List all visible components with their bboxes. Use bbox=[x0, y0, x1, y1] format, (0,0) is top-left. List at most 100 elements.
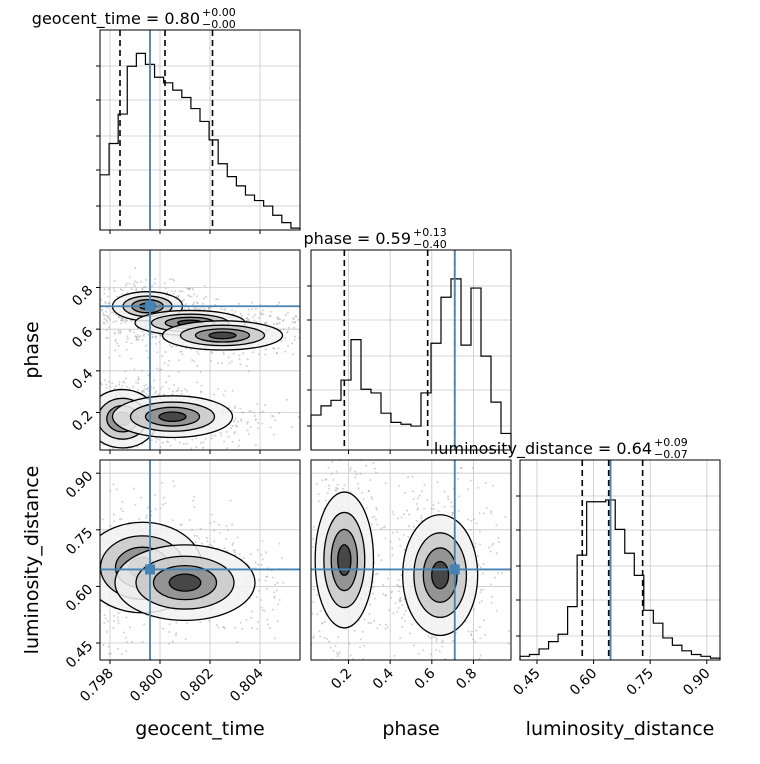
sample-point bbox=[130, 320, 133, 323]
sample-point bbox=[467, 630, 470, 633]
sample-point bbox=[250, 301, 253, 304]
sample-point bbox=[195, 446, 198, 449]
sample-point bbox=[377, 554, 380, 557]
sample-point bbox=[103, 622, 106, 625]
sample-point bbox=[171, 393, 174, 396]
sample-point bbox=[67, 569, 69, 571]
sample-point bbox=[136, 388, 139, 391]
sample-point bbox=[242, 411, 245, 414]
sample-point bbox=[76, 561, 78, 563]
sample-point bbox=[76, 400, 78, 402]
sample-point bbox=[103, 288, 106, 291]
sample-point bbox=[108, 302, 111, 305]
sample-point bbox=[420, 517, 423, 520]
sample-point bbox=[325, 638, 328, 641]
sample-point bbox=[236, 536, 239, 539]
sample-point bbox=[69, 406, 71, 408]
sample-point bbox=[470, 633, 473, 636]
sample-point bbox=[109, 652, 112, 655]
sample-point bbox=[105, 630, 108, 633]
sample-point bbox=[58, 579, 60, 581]
sample-point bbox=[277, 316, 280, 319]
sample-point bbox=[169, 444, 172, 447]
sample-point bbox=[167, 364, 170, 367]
sample-point bbox=[412, 525, 415, 528]
sample-point bbox=[156, 351, 159, 354]
sample-point bbox=[302, 310, 304, 312]
sample-point bbox=[147, 394, 150, 397]
sample-point bbox=[114, 349, 117, 352]
sample-point bbox=[374, 453, 376, 455]
sample-point bbox=[483, 512, 486, 515]
sample-point bbox=[228, 362, 231, 365]
sample-point bbox=[135, 381, 138, 384]
sample-point bbox=[220, 307, 223, 310]
sample-point bbox=[482, 563, 485, 566]
sample-point bbox=[238, 354, 241, 357]
title-plus: +0.09 bbox=[654, 436, 688, 449]
sample-point bbox=[278, 412, 281, 415]
sample-point bbox=[391, 547, 394, 550]
sample-point bbox=[46, 516, 48, 518]
sample-point bbox=[401, 616, 404, 619]
sample-point bbox=[72, 589, 74, 591]
sample-point bbox=[348, 642, 351, 645]
sample-point bbox=[418, 494, 421, 497]
sample-point bbox=[240, 315, 243, 318]
sample-point bbox=[516, 550, 518, 552]
sample-point bbox=[301, 572, 303, 574]
sample-point bbox=[154, 508, 157, 511]
sample-point bbox=[107, 317, 110, 320]
sample-point bbox=[232, 542, 235, 545]
sample-point bbox=[78, 574, 80, 576]
sample-point bbox=[193, 506, 196, 509]
sample-point bbox=[137, 376, 140, 379]
sample-point bbox=[393, 654, 396, 657]
sample-point bbox=[130, 287, 133, 290]
sample-point bbox=[417, 497, 420, 500]
sample-point bbox=[389, 455, 391, 457]
sample-point bbox=[199, 621, 202, 624]
sample-point bbox=[265, 321, 268, 324]
sample-point bbox=[452, 512, 455, 515]
sample-point bbox=[274, 583, 277, 586]
sample-point bbox=[105, 386, 108, 389]
sample-point bbox=[328, 314, 330, 316]
sample-point bbox=[246, 429, 249, 432]
sample-point bbox=[332, 649, 335, 652]
sample-point bbox=[96, 394, 98, 396]
sample-point bbox=[332, 478, 335, 481]
sample-point bbox=[435, 648, 438, 651]
sample-point bbox=[263, 609, 266, 612]
y-axis-label-luminosity-distance: luminosity_distance bbox=[21, 466, 43, 655]
sample-point bbox=[303, 455, 305, 457]
sample-point bbox=[173, 383, 176, 386]
sample-point bbox=[293, 321, 296, 324]
sample-point bbox=[140, 496, 143, 499]
sample-point bbox=[312, 525, 315, 528]
sample-point bbox=[307, 452, 309, 454]
sample-point bbox=[412, 498, 415, 501]
sample-point bbox=[235, 424, 238, 427]
sample-point bbox=[188, 287, 191, 290]
sample-point bbox=[478, 530, 481, 533]
sample-point bbox=[490, 601, 493, 604]
sample-point bbox=[53, 542, 55, 544]
sample-point bbox=[493, 576, 496, 579]
sample-point bbox=[203, 308, 206, 311]
sample-point bbox=[272, 433, 275, 436]
sample-point bbox=[480, 588, 483, 591]
sample-point bbox=[103, 322, 106, 325]
sample-point bbox=[222, 626, 225, 629]
sample-point bbox=[349, 467, 352, 470]
sample-point bbox=[199, 307, 202, 310]
sample-point bbox=[154, 392, 157, 395]
sample-point bbox=[55, 561, 57, 563]
sample-point bbox=[404, 620, 407, 623]
sample-point bbox=[153, 476, 155, 478]
sample-point bbox=[226, 549, 229, 552]
sample-point bbox=[422, 649, 425, 652]
sample-point bbox=[98, 413, 100, 415]
sample-point bbox=[168, 344, 171, 347]
panel-title-geocent_time: geocent_time = 0.80 bbox=[32, 9, 200, 29]
